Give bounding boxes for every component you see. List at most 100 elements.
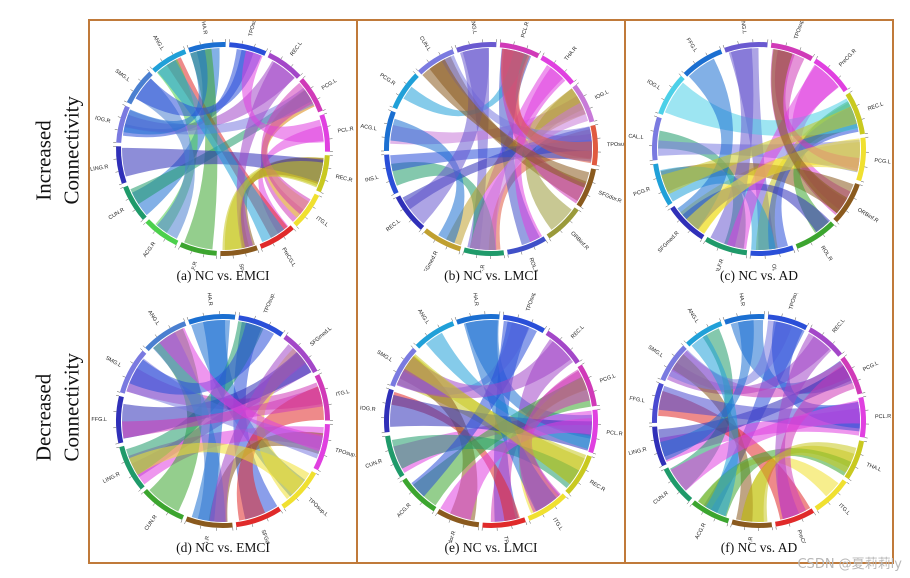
arc-tick — [668, 481, 671, 484]
arc-tick — [857, 378, 861, 381]
region-label: REC.L — [867, 101, 884, 112]
region-arc — [775, 508, 815, 527]
region-label: ITG.L — [837, 503, 851, 517]
chord-ribbon — [660, 320, 754, 461]
arc-tick — [305, 217, 308, 220]
chord-panel-b: ANG.L PCL.R THA.R IOG.L TPOsup.R SFGdor.R ORBi… — [358, 21, 624, 291]
chord-ribbon — [775, 333, 832, 520]
arc-tick — [123, 100, 127, 103]
arc-tick — [559, 336, 563, 340]
chord-ribbon — [122, 387, 323, 439]
region-arc — [384, 110, 396, 151]
region-label: CUN.R — [365, 458, 383, 470]
arc-tick — [118, 183, 122, 186]
region-arc — [670, 205, 705, 240]
arc-tick — [525, 522, 528, 526]
region-arc — [767, 314, 808, 331]
arc-tick — [855, 467, 859, 469]
region-arc — [507, 236, 547, 255]
arc-tick — [653, 178, 657, 180]
arc-tick — [581, 362, 585, 365]
arc-tick — [859, 184, 863, 186]
arc-tick — [660, 469, 664, 472]
arc-tick — [576, 82, 579, 85]
chord-ribbon — [135, 78, 195, 239]
region-arc — [152, 49, 187, 73]
region-label: REC.R — [335, 174, 353, 184]
chord-ribbon — [727, 65, 839, 250]
region-arc — [259, 225, 294, 249]
arc-tick — [860, 180, 864, 183]
region-label: PCG.R — [378, 72, 396, 87]
region-arc — [417, 49, 455, 75]
region-label: PCG.L — [874, 158, 891, 166]
arc-tick — [816, 55, 819, 59]
arc-tick — [454, 44, 457, 48]
arc-tick — [254, 315, 256, 319]
arc-tick — [269, 321, 272, 325]
chord-ribbon — [514, 67, 566, 243]
arc-tick — [568, 494, 572, 497]
region-arc — [385, 435, 405, 478]
arc-tick — [706, 324, 709, 327]
arc-tick — [834, 224, 837, 228]
arc-tick — [389, 105, 393, 108]
arc-tick — [186, 44, 189, 48]
arc-tick — [147, 69, 150, 72]
region-label: REC.L — [385, 218, 401, 233]
chord-ribbon — [159, 327, 324, 452]
arc-tick — [152, 231, 155, 234]
region-arc — [283, 334, 318, 374]
arc-tick — [142, 345, 146, 348]
arc-tick — [319, 195, 323, 198]
arc-tick — [310, 86, 314, 89]
region-label: LING.R — [628, 447, 647, 457]
arc-tick — [261, 248, 263, 252]
chord-diagram-c: ANG.L TPOsup.L PreCG.R REC.L PCG.L ORBinf.R RO… — [628, 21, 891, 271]
arc-tick — [799, 47, 802, 51]
arc-tick — [298, 342, 301, 346]
region-arc — [188, 314, 236, 325]
arc-tick — [168, 325, 171, 329]
arc-tick — [701, 511, 704, 515]
arc-tick — [573, 79, 577, 82]
region-arc — [813, 58, 848, 93]
chord-ribbon — [661, 106, 857, 195]
arc-tick — [386, 181, 390, 183]
chord-ribbon — [658, 390, 811, 520]
arc-tick — [822, 332, 825, 335]
arc-tick — [316, 473, 319, 476]
arc-tick — [312, 206, 316, 209]
region-arc — [527, 493, 567, 521]
arc-tick — [138, 78, 141, 81]
arc-tick — [325, 387, 329, 390]
arc-tick — [692, 60, 696, 64]
region-arc — [143, 489, 184, 520]
arc-tick — [283, 330, 286, 333]
arc-tick — [817, 510, 820, 514]
region-label: ORBinf.R — [569, 231, 589, 252]
region-label: SMG.L — [114, 68, 131, 83]
arc-tick — [655, 112, 659, 114]
region-label: CUN.R — [652, 490, 669, 505]
arc-tick — [296, 226, 299, 229]
arc-tick — [132, 209, 136, 212]
region-label: PreCG.L — [280, 247, 296, 268]
arc-tick — [199, 41, 201, 45]
arc-tick — [836, 222, 840, 225]
region-arc — [770, 42, 814, 61]
arc-tick — [130, 361, 134, 364]
arc-tick — [681, 70, 684, 74]
arc-tick — [569, 220, 573, 224]
arc-tick — [317, 97, 321, 100]
region-label: TPOsup.R — [263, 293, 278, 314]
arc-tick — [388, 109, 392, 111]
arc-tick — [163, 238, 166, 242]
arc-tick — [241, 40, 243, 44]
region-arc — [731, 519, 773, 528]
region-arc — [540, 55, 575, 85]
arc-tick — [596, 169, 600, 171]
arc-tick — [580, 206, 584, 210]
arc-tick — [116, 446, 120, 449]
arc-tick — [322, 109, 326, 111]
